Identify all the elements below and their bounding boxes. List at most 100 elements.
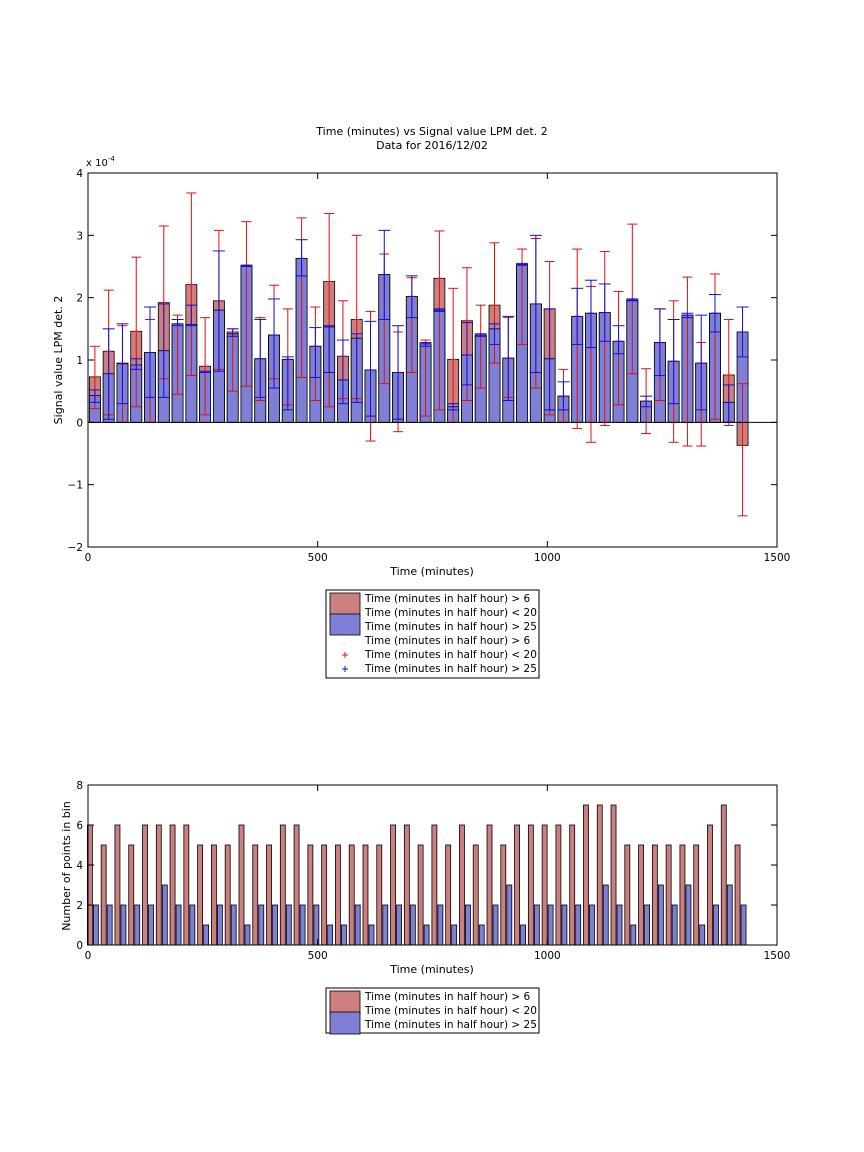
legend-entry: Time (minutes in half hour) > 25 [364, 663, 537, 675]
bar-blue [644, 904, 650, 946]
bar-red [707, 824, 713, 946]
bar-red [583, 804, 589, 946]
bar-red [321, 844, 328, 946]
bar-blue [602, 884, 609, 946]
x-tick-label: 0 [85, 552, 92, 564]
bar-red [307, 844, 314, 946]
bar-red [252, 844, 259, 946]
bar-red [569, 824, 576, 946]
legend-entry: Time (minutes in half hour) < 20 [364, 607, 537, 619]
y-exponent-label: x 10-4 [86, 155, 115, 169]
bar-red [445, 844, 452, 946]
bar-red [362, 844, 369, 946]
bar-red [403, 824, 410, 946]
bar-red [114, 824, 121, 946]
bar-red [169, 824, 176, 946]
bar-blue [217, 904, 223, 946]
y-tick-label: 4 [76, 168, 83, 180]
bar-red [527, 824, 534, 946]
bar-blue [396, 904, 402, 946]
bar-blue [203, 924, 210, 946]
y-axis-label: Signal value LPM det. 2 [52, 296, 65, 425]
bar-blue [465, 904, 471, 946]
bar-blue [575, 904, 582, 946]
legend-marker-red [342, 652, 348, 658]
tick-layer: 0 500 1000 1500 −2 −1 0 1 2 3 4 [68, 168, 791, 564]
legend-marker-blue [342, 666, 348, 672]
bar-blue [423, 924, 430, 946]
legend-bottom: Time (minutes in half hour) > 6 Time (mi… [325, 987, 540, 1035]
bar-red [266, 844, 272, 946]
bar-blue [272, 904, 278, 946]
bar-red [459, 824, 465, 946]
bar-blue [685, 884, 692, 946]
signal-chart: Time (minutes) vs Signal value LPM det. … [52, 125, 790, 578]
legend-entry: Time (minutes in half hour) > 6 [364, 593, 531, 605]
bar-red [555, 824, 562, 946]
x-tick-label: 0 [85, 950, 92, 962]
bar-blue [382, 904, 389, 946]
chart-title: Time (minutes) vs Signal value LPM det. … [315, 125, 547, 138]
bar-blue [699, 924, 706, 946]
bar-red [238, 824, 245, 946]
bar-red [279, 824, 286, 946]
bar-blue [354, 904, 361, 946]
legend-entry: Time (minutes in half hour) < 20 [364, 649, 537, 661]
legend-entry: Time (minutes in half hour) > 25 [364, 1019, 537, 1031]
legend-swatch-blue [329, 613, 361, 636]
bar-blue [244, 924, 251, 946]
bar-blue [368, 924, 375, 946]
x-tick-label: 500 [308, 552, 328, 564]
bar-blue [740, 904, 747, 946]
legend-entry: Time (minutes in half hour) > 25 [364, 621, 537, 633]
bar-red [335, 844, 341, 946]
legend-entry: Time (minutes in half hour) > 6 [364, 991, 531, 1003]
bar-blue [520, 924, 526, 946]
y-tick-label: 1 [76, 355, 83, 367]
bars-layer [86, 804, 747, 946]
y-tick-label: −1 [68, 480, 83, 492]
bar-blue [616, 904, 623, 946]
bar-red [472, 844, 479, 946]
bar-red [541, 824, 548, 946]
y-tick-label: 2 [76, 293, 83, 305]
y-tick-label: 3 [76, 230, 83, 242]
legend-swatch-blue [329, 1011, 361, 1035]
bar-blue [258, 904, 265, 946]
bar-red [514, 824, 520, 946]
legend-swatch-red [329, 990, 361, 1016]
y-tick-label: 2 [76, 900, 83, 912]
bar-red [624, 844, 631, 946]
bar-red [376, 844, 383, 946]
chart-subtitle: Data for 2016/12/02 [376, 139, 488, 152]
legend-swatch-red [329, 592, 361, 618]
bar-red [293, 824, 300, 946]
bar-red [638, 844, 644, 946]
bar-blue [657, 884, 664, 946]
bar-red [100, 844, 107, 946]
bar-red [679, 844, 686, 946]
y-tick-label: −2 [68, 542, 83, 554]
bar-red [128, 844, 135, 946]
bar-blue [92, 904, 99, 946]
bar-red [720, 804, 727, 946]
y-tick-label: 4 [76, 860, 83, 872]
bar-red [142, 824, 148, 946]
bar-red [693, 844, 700, 946]
bar-red [348, 844, 355, 946]
bar-blue [327, 924, 334, 946]
bar-red [596, 804, 603, 946]
x-tick-label: 1000 [534, 552, 561, 564]
bar-red [390, 824, 396, 946]
bar-blue [285, 904, 292, 946]
bar-red [224, 844, 231, 946]
bar-red [183, 824, 190, 946]
y-axis-label: Number of points in bin [60, 801, 73, 931]
bar-red [500, 844, 507, 946]
bar-blue [533, 904, 540, 946]
bars-layer [88, 257, 749, 446]
bar-blue [148, 904, 154, 946]
y-tick-label: 8 [76, 780, 83, 792]
legend-entry: Time (minutes in half hour) > 6 [364, 635, 531, 647]
